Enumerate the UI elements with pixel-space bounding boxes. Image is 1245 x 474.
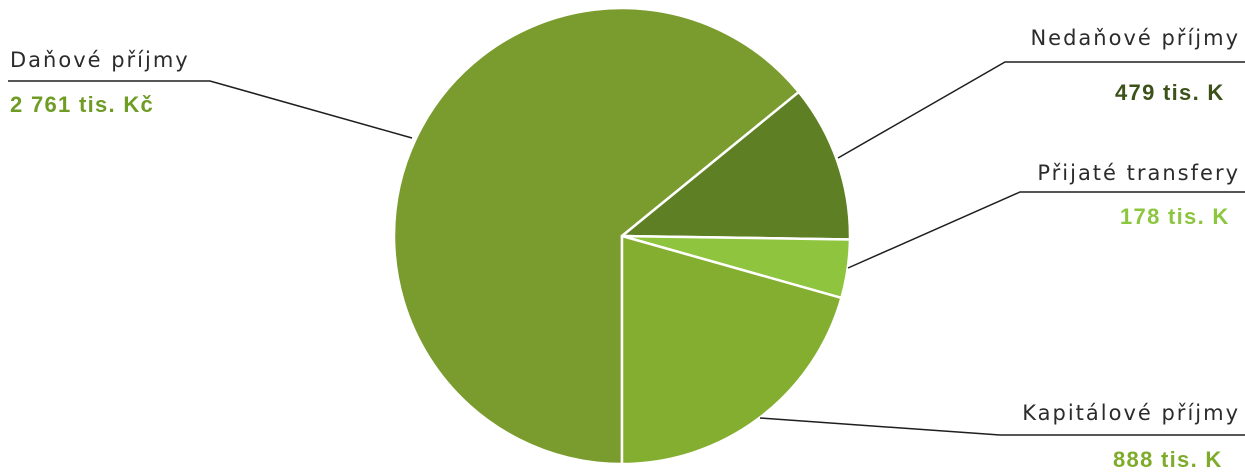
value-label-nedanove-prijmy: 479 tis. K	[1115, 80, 1225, 105]
category-label-kapitalove-prijmy: Kapitálové příjmy	[1022, 401, 1240, 425]
pie-slice-kapitalove-prijmy	[620, 234, 843, 466]
category-label-nedanove-prijmy: Nedaňové příjmy	[1030, 26, 1240, 50]
leader-line-nedanove-prijmy	[837, 61, 1245, 159]
value-label-prijate-transfery: 178 tis. K	[1120, 204, 1230, 229]
leader-line-kapitalove-prijmy	[759, 417, 1245, 436]
pie-slice-danove-prijmy	[392, 6, 801, 466]
value-label-kapitalove-prijmy: 888 tis. K	[1113, 447, 1223, 472]
pie-slice-nedanove-prijmy	[620, 90, 852, 241]
category-label-danove-prijmy: Daňové příjmy	[10, 48, 190, 72]
pie-slices	[392, 6, 852, 466]
leader-line-prijate-transfery	[847, 191, 1245, 269]
category-label-prijate-transfery: Přijaté transfery	[1037, 161, 1240, 185]
leader-line-danove-prijmy	[8, 80, 413, 139]
value-label-danove-prijmy: 2 761 tis. Kč	[10, 92, 154, 117]
